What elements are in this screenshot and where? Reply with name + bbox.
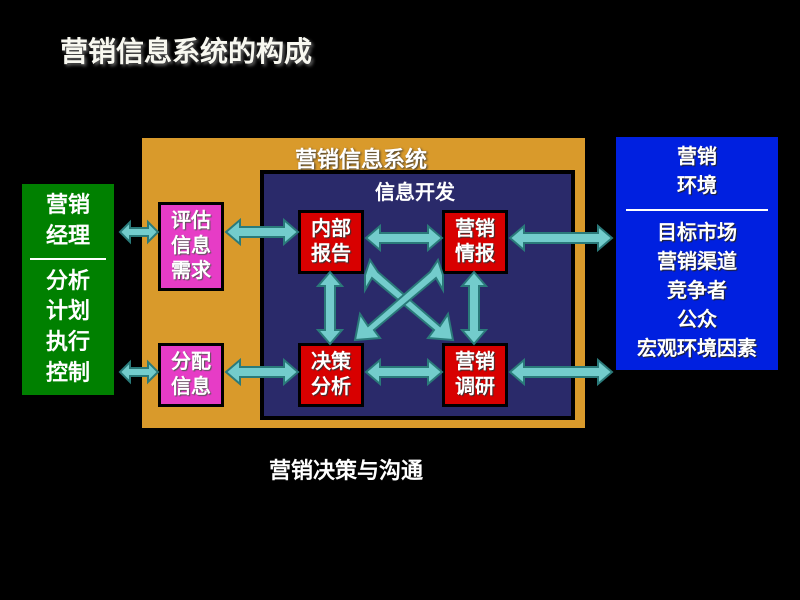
rb-b5: 宏观环境因素 [622,335,772,364]
left-manager-box: 营销 经理 分析 计划 执行 控制 [18,180,118,399]
marketing-intel-box: 营销 情报 [442,210,508,274]
internal-report-box: 内部 报告 [298,210,364,274]
rb-top1: 营销 [622,143,772,172]
r3-l2: 分析 [307,375,355,400]
rb-b2: 营销渠道 [622,248,772,277]
r4-l2: 调研 [451,375,499,400]
left-divider [30,258,106,260]
rb-b1: 目标市场 [622,219,772,248]
inner-info-dev-title: 信息开发 [375,176,455,205]
feedback-arrowhead [690,410,710,426]
r2-l2: 情报 [451,242,499,267]
r1-l2: 报告 [307,242,355,267]
rb-top2: 环境 [622,172,772,201]
m1-l2: 信息 [167,234,215,259]
left-top-line2: 经理 [30,221,106,252]
marketing-research-box: 营销 调研 [442,343,508,407]
evaluate-info-need-box: 评估 信息 需求 [158,202,224,291]
m2-l1: 分配 [167,350,215,375]
bottom-comm-label: 营销决策与沟通 [269,453,423,485]
right-divider [626,209,768,211]
left-bot-line4: 控制 [30,358,106,389]
left-bot-line1: 分析 [30,266,106,297]
diagram-title: 营销信息系统的构成 [60,30,312,70]
decision-analysis-box: 决策 分析 [298,343,364,407]
r2-l1: 营销 [451,217,499,242]
left-top-line1: 营销 [30,190,106,221]
m1-l3: 需求 [167,259,215,284]
m1-l1: 评估 [167,209,215,234]
r1-l1: 内部 [307,217,355,242]
left-bot-line2: 计划 [30,296,106,327]
m2-l2: 信息 [167,375,215,400]
r4-l1: 营销 [451,350,499,375]
left-bot-line3: 执行 [30,327,106,358]
rb-b4: 公众 [622,306,772,335]
right-environment-box: 营销 环境 目标市场 营销渠道 竞争者 公众 宏观环境因素 [612,133,782,374]
rb-b3: 竞争者 [622,277,772,306]
r3-l1: 决策 [307,350,355,375]
distribute-info-box: 分配 信息 [158,343,224,407]
